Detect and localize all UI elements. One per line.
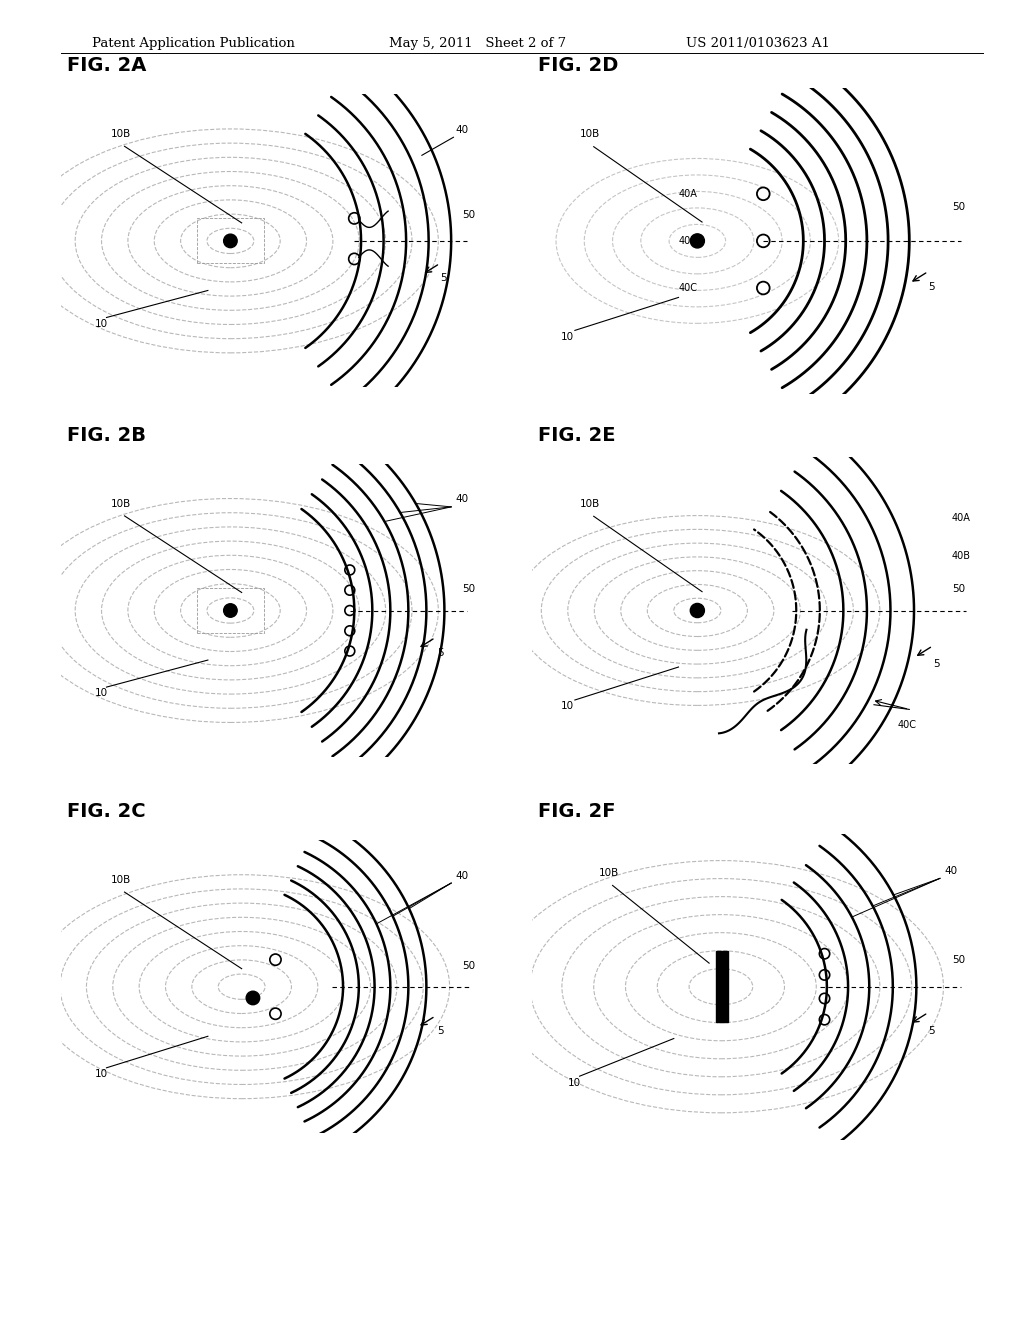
Text: 40: 40 <box>456 871 469 880</box>
Text: 40B: 40B <box>679 236 697 246</box>
Text: FIG. 2C: FIG. 2C <box>67 803 145 821</box>
Text: 50: 50 <box>951 956 965 965</box>
Text: 5: 5 <box>928 282 935 292</box>
Text: 50: 50 <box>463 585 475 594</box>
Text: 5: 5 <box>933 659 939 669</box>
Text: 40: 40 <box>944 866 957 875</box>
Text: 50: 50 <box>463 961 475 970</box>
Text: US 2011/0103623 A1: US 2011/0103623 A1 <box>686 37 830 50</box>
Text: 50: 50 <box>951 202 965 213</box>
Text: 40C: 40C <box>897 721 916 730</box>
Text: 40B: 40B <box>951 550 971 561</box>
Text: 50: 50 <box>951 583 965 594</box>
Text: 40A: 40A <box>679 189 697 199</box>
Circle shape <box>223 603 238 618</box>
Circle shape <box>223 234 238 248</box>
Text: 10: 10 <box>561 331 573 342</box>
Text: 10B: 10B <box>580 499 600 510</box>
Text: FIG. 2B: FIG. 2B <box>67 426 145 445</box>
Text: FIG. 2A: FIG. 2A <box>67 57 146 75</box>
Text: FIG. 2E: FIG. 2E <box>538 426 615 445</box>
Text: 10: 10 <box>95 688 109 698</box>
Text: May 5, 2011   Sheet 2 of 7: May 5, 2011 Sheet 2 of 7 <box>389 37 566 50</box>
Text: 10B: 10B <box>580 129 600 140</box>
Text: 40: 40 <box>456 125 469 135</box>
Text: 5: 5 <box>437 1026 444 1036</box>
Text: 10: 10 <box>567 1077 581 1088</box>
Text: 10B: 10B <box>111 499 131 510</box>
Bar <box>716 952 728 1022</box>
Text: 10B: 10B <box>598 869 618 878</box>
Bar <box>197 218 264 264</box>
Text: 10B: 10B <box>111 129 131 140</box>
Text: FIG. 2F: FIG. 2F <box>538 803 615 821</box>
Text: 40A: 40A <box>951 513 971 523</box>
Text: 40: 40 <box>456 495 469 504</box>
Text: 40C: 40C <box>679 282 697 293</box>
Text: 5: 5 <box>437 648 444 657</box>
Text: 5: 5 <box>440 273 446 284</box>
Bar <box>197 587 264 634</box>
Circle shape <box>690 603 705 618</box>
Text: 50: 50 <box>463 210 475 220</box>
Text: 5: 5 <box>928 1026 935 1036</box>
Text: 10: 10 <box>561 701 573 711</box>
Text: 10: 10 <box>95 318 109 329</box>
Text: 10: 10 <box>95 1069 109 1078</box>
Circle shape <box>246 991 260 1005</box>
Circle shape <box>690 234 705 248</box>
Text: Patent Application Publication: Patent Application Publication <box>92 37 295 50</box>
Text: FIG. 2D: FIG. 2D <box>538 57 617 75</box>
Text: 10B: 10B <box>111 875 131 886</box>
